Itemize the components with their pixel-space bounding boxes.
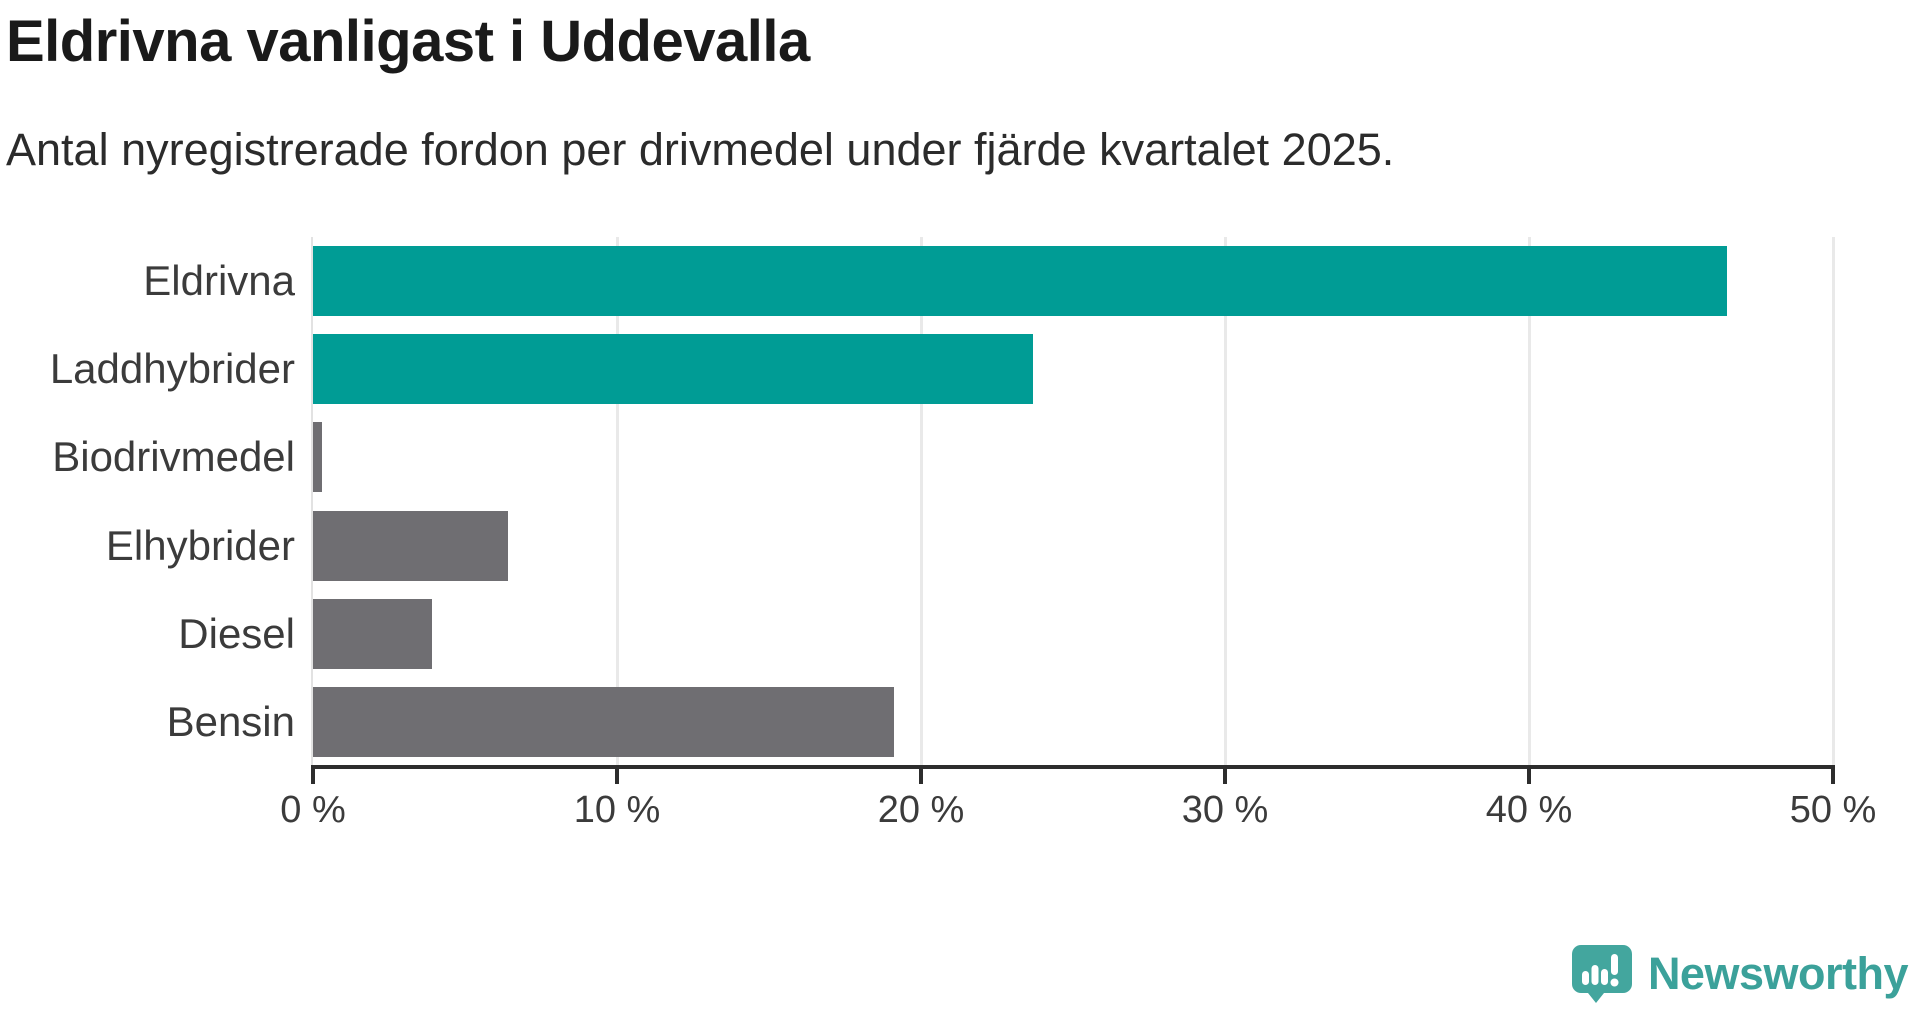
bar-bensin: [313, 686, 894, 757]
plot-area: [311, 237, 1835, 766]
x-axis-tick-label-30-percent: 30 %: [1181, 789, 1269, 831]
category-label-elhybrider: Elhybrider: [105, 521, 295, 569]
category-label-eldrivna: Eldrivna: [143, 257, 295, 305]
category-label-diesel: Diesel: [178, 609, 295, 657]
category-label-laddhybrider: Laddhybrider: [49, 345, 295, 393]
newsworthy-logo: Newsworthy: [1570, 944, 1909, 1004]
gridline-30-percent: [1223, 237, 1227, 766]
category-label-biodrivmedel: Biodrivmedel: [52, 433, 295, 481]
bar-eldrivna: [313, 246, 1727, 317]
newsworthy-logo-text: Newsworthy: [1647, 948, 1909, 999]
gridline-40-percent: [1527, 237, 1531, 766]
chart-title: Eldrivna vanligast i Uddevalla: [6, 9, 810, 74]
x-axis-tick-label-10-percent: 10 %: [573, 789, 661, 831]
bar-laddhybrider: [313, 334, 1034, 405]
x-axis-line: [311, 765, 1835, 769]
x-axis-tick-label-0-percent: 0 %: [280, 789, 346, 831]
x-axis-tick-10-percent: [615, 765, 619, 784]
y-axis-line: [311, 237, 313, 766]
x-axis-tick-label-40-percent: 40 %: [1485, 789, 1573, 831]
gridline-10-percent: [615, 237, 619, 766]
x-axis-tick-40-percent: [1527, 765, 1531, 784]
x-axis-tick-0-percent: [311, 765, 315, 784]
x-axis-tick-label-50-percent: 50 %: [1789, 789, 1877, 831]
x-axis-tick-30-percent: [1223, 765, 1227, 784]
y-axis-category-labels: Eldrivna Laddhybrider Biodrivmedel Elhybrid…: [0, 237, 295, 766]
gridline-20-percent: [919, 237, 923, 766]
x-axis-tick-20-percent: [919, 765, 923, 784]
x-axis-tick-label-20-percent: 20 %: [877, 789, 965, 831]
chart-subtitle: Antal nyregistrerade fordon per drivmede…: [6, 124, 1395, 175]
newsworthy-speech-bubble-icon: [1570, 944, 1634, 1004]
category-label-bensin: Bensin: [166, 697, 295, 745]
bar-elhybrider: [313, 510, 508, 581]
gridline-50-percent: [1831, 237, 1835, 766]
bar-diesel: [313, 598, 432, 669]
bar-biodrivmedel: [313, 422, 323, 493]
x-axis-tick-50-percent: [1831, 765, 1835, 784]
